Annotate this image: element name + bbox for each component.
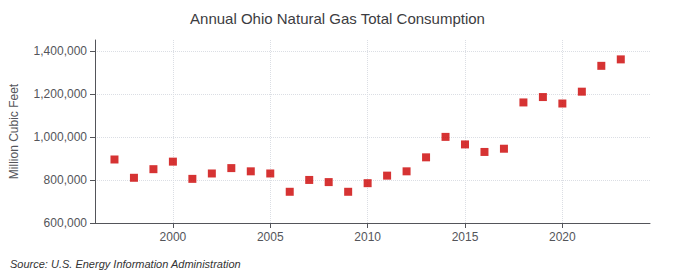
svg-text:1,400,000: 1,400,000 [34, 44, 88, 58]
svg-text:1,000,000: 1,000,000 [34, 130, 88, 144]
svg-text:Source: U.S. Energy Informatio: Source: U.S. Energy Information Administ… [10, 258, 241, 270]
svg-text:Million Cubic Feet: Million Cubic Feet [7, 83, 21, 179]
svg-text:2010: 2010 [354, 230, 381, 244]
svg-text:2015: 2015 [452, 230, 479, 244]
svg-text:600,000: 600,000 [44, 216, 88, 230]
svg-text:Annual Ohio Natural Gas Total: Annual Ohio Natural Gas Total Consumptio… [190, 10, 485, 27]
svg-text:2000: 2000 [160, 230, 187, 244]
svg-text:1,200,000: 1,200,000 [34, 87, 88, 101]
svg-text:2020: 2020 [549, 230, 576, 244]
svg-text:800,000: 800,000 [44, 173, 88, 187]
svg-text:2005: 2005 [257, 230, 284, 244]
